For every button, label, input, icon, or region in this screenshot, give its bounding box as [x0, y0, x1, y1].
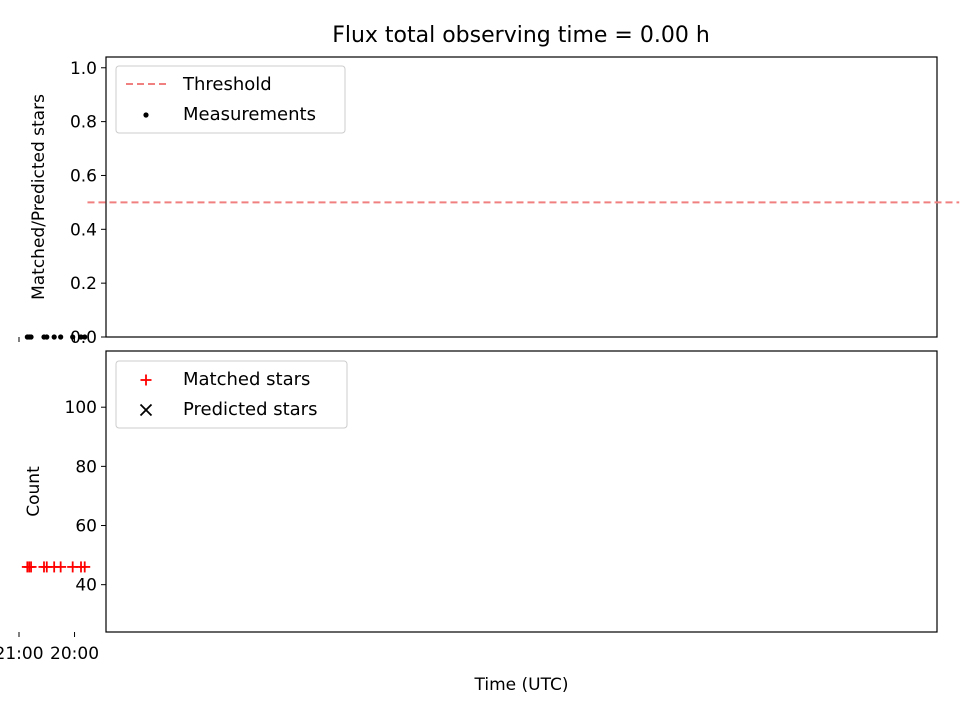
y-tick-label: 0.8 — [70, 113, 97, 133]
y-tick-label: 100 — [65, 398, 97, 418]
axes-frame — [105, 56, 938, 338]
legend-matched-label: Matched stars — [183, 369, 310, 390]
y-tick-label: 40 — [75, 576, 97, 596]
measurement-point — [70, 334, 76, 340]
y-tick-label: 0.6 — [70, 166, 97, 186]
legend-measurement-label: Measurements — [183, 104, 316, 125]
axes-frame — [105, 350, 938, 633]
matched-star-point — [67, 561, 79, 573]
legend-threshold-label: Threshold — [182, 74, 272, 95]
measurement-point — [82, 334, 88, 340]
bottom-panel-counts: 406080100Count20:0021:0022:0023:0000:000… — [0, 350, 938, 695]
matched-star-point — [38, 561, 50, 573]
y-tick-label: 0.2 — [70, 274, 97, 294]
matched-star-point — [21, 561, 33, 573]
legend-matched-swatch — [140, 374, 152, 386]
legend-predicted-swatch — [139, 403, 153, 417]
y-axis-label: Matched/Predicted stars — [29, 94, 49, 300]
legend-box — [115, 65, 346, 134]
legend-predicted-label: Predicted stars — [183, 399, 317, 420]
y-tick-label: 60 — [75, 517, 97, 537]
x-tick-label: 21:00 — [0, 644, 44, 664]
legend-bottom: Matched stars Predicted stars — [115, 360, 348, 429]
y-tick-label: 0.4 — [70, 220, 97, 240]
measurement-point — [51, 334, 57, 340]
y-tick-label: 1.0 — [70, 59, 97, 79]
measurement-point — [24, 334, 30, 340]
y-axis-label: Count — [24, 466, 44, 517]
y-tick-label: 80 — [75, 457, 97, 477]
x-axis-label: Time (UTC) — [474, 675, 569, 695]
legend-top: Threshold Measurements — [115, 65, 346, 134]
x-tick-label: 20:00 — [50, 644, 99, 664]
legend-measurement-swatch — [143, 112, 149, 118]
measurement-point — [41, 334, 47, 340]
measurement-point — [78, 334, 84, 340]
measurement-point — [58, 334, 64, 340]
legend-box — [115, 360, 348, 429]
chart-title: Flux total observing time = 0.00 h — [332, 23, 710, 48]
